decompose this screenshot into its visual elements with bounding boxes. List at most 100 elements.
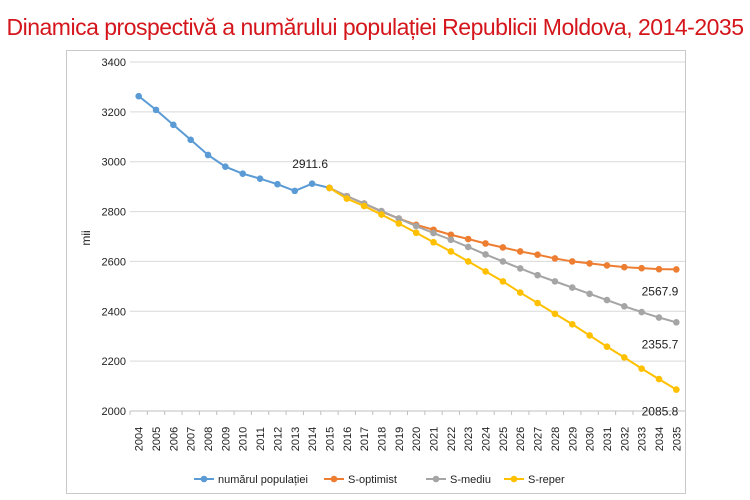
data-point <box>586 332 593 339</box>
data-point <box>620 263 628 271</box>
y-tick-label: 2600 <box>102 256 126 268</box>
data-point <box>499 258 507 265</box>
data-point <box>551 255 559 262</box>
x-tick-label: 2007 <box>186 427 198 451</box>
data-point <box>603 262 611 269</box>
x-tick-label: 2031 <box>602 427 614 451</box>
data-point <box>516 265 524 272</box>
data-point <box>620 354 628 361</box>
data-point <box>551 310 559 318</box>
y-tick-label: 2400 <box>102 306 126 318</box>
data-point <box>655 314 663 321</box>
data-point <box>430 229 437 237</box>
x-tick-label: 2033 <box>637 427 649 451</box>
y-tick-label: 2200 <box>102 356 126 368</box>
data-point <box>673 319 680 326</box>
x-tick-label: 2014 <box>307 427 319 451</box>
data-point <box>187 136 195 144</box>
x-tick-label: 2015 <box>324 427 336 451</box>
data-point <box>620 303 628 310</box>
data-point <box>447 231 455 239</box>
data-point <box>482 268 489 275</box>
legend-label: S-reper <box>528 474 565 486</box>
data-point <box>464 258 472 265</box>
data-point <box>395 220 403 227</box>
data-point <box>568 284 576 291</box>
legend-label: numărul populației <box>218 474 308 486</box>
x-tick-label: 2035 <box>671 427 683 451</box>
data-label: 2911.6 <box>292 157 328 171</box>
data-point <box>482 240 489 247</box>
x-tick-label: 2009 <box>220 427 232 451</box>
chart-title: Dinamica prospectivă a numărului populaț… <box>6 14 745 40</box>
data-point <box>326 184 333 192</box>
legend-label: S-optimist <box>348 474 397 486</box>
x-tick-label: 2024 <box>481 427 493 451</box>
data-point <box>447 248 455 255</box>
data-point <box>586 260 593 267</box>
gridlines <box>130 61 685 412</box>
data-point <box>516 248 524 255</box>
data-point <box>412 222 420 230</box>
annotations: 2911.6 2567.9 2355.7 2085.8 <box>292 157 678 419</box>
legend-marker <box>330 475 338 483</box>
data-point <box>135 92 142 100</box>
data-label: 2355.7 <box>642 337 679 351</box>
legend-marker <box>432 475 440 483</box>
data-point <box>222 163 229 170</box>
x-tick-label: 2017 <box>359 427 371 451</box>
data-point <box>534 299 541 307</box>
data-point <box>673 386 680 393</box>
y-tick-label: 2800 <box>102 207 126 219</box>
data-point <box>447 236 455 244</box>
data-point <box>412 229 420 237</box>
x-tick-label: 2018 <box>376 427 388 451</box>
y-tick-label: 3000 <box>102 157 126 169</box>
data-point <box>239 170 247 177</box>
x-tick-label: 2021 <box>429 427 441 451</box>
legend: numărul populației S-optimist S-mediu S-rep… <box>194 474 565 486</box>
data-point <box>343 195 351 202</box>
data-point <box>291 187 299 195</box>
x-tick-label: 2016 <box>342 427 354 451</box>
x-tick-label: 2027 <box>533 427 545 451</box>
y-tick-label: 2000 <box>102 406 126 418</box>
data-point <box>482 251 489 258</box>
data-point <box>638 308 645 316</box>
x-tick-label: 2026 <box>515 427 527 451</box>
legend-marker <box>510 475 518 483</box>
chart-frame <box>66 50 686 494</box>
x-tick-label: 2006 <box>168 427 180 451</box>
data-point <box>378 211 385 218</box>
y-axis-ticks: 2000 2200 2400 2600 2800 3000 3200 3400 <box>102 57 126 418</box>
x-tick-label: 2023 <box>463 427 475 451</box>
data-point <box>638 264 645 272</box>
data-point <box>499 278 507 285</box>
x-tick-label: 2030 <box>585 427 597 451</box>
data-point <box>464 243 472 251</box>
x-tick-label: 2020 <box>411 427 423 451</box>
series-line <box>138 95 330 192</box>
data-point <box>464 235 472 243</box>
x-tick-label: 2013 <box>290 427 302 451</box>
x-tick-label: 2019 <box>394 427 406 451</box>
data-point <box>673 266 680 273</box>
data-label: 2085.8 <box>642 405 679 419</box>
data-point <box>430 238 437 246</box>
x-tick-label: 2008 <box>203 427 215 451</box>
data-point <box>534 251 541 258</box>
data-point <box>586 290 593 298</box>
data-point <box>603 343 611 350</box>
x-tick-label: 2010 <box>238 427 250 451</box>
data-point <box>655 265 663 273</box>
data-point <box>152 106 160 114</box>
data-point <box>256 175 264 182</box>
data-label: 2567.9 <box>642 284 679 298</box>
data-point <box>551 278 559 285</box>
x-tick-label: 2005 <box>151 427 163 451</box>
data-point <box>204 151 212 159</box>
x-axis-ticks: 2004 2005 2006 2007 2008 2009 2010 2011 2012 2013… <box>129 411 683 451</box>
x-tick-label: 2032 <box>619 427 631 451</box>
x-tick-label: 2025 <box>498 427 510 451</box>
